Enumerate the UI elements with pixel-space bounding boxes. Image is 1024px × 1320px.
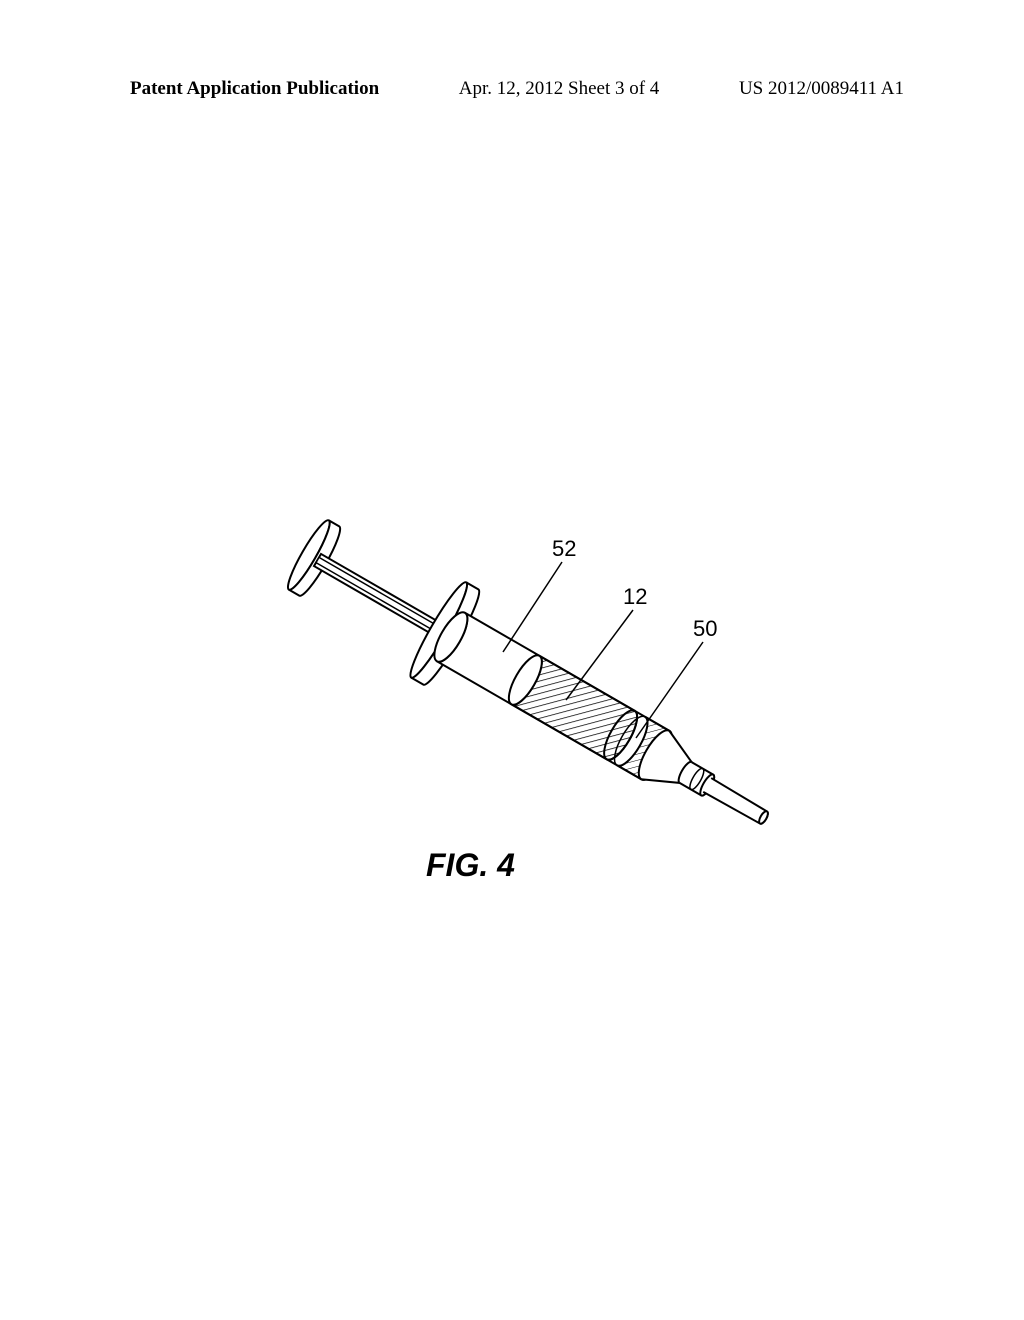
page-header: Patent Application Publication Apr. 12, … [0, 78, 1024, 100]
figure-4-container: FIG. 4 [240, 510, 880, 890]
header-date-sheet: Apr. 12, 2012 Sheet 3 of 4 [459, 78, 660, 100]
annotation-50: 50 [693, 616, 717, 642]
header-patent-number: US 2012/0089411 A1 [739, 78, 904, 100]
header-publication: Patent Application Publication [130, 78, 379, 100]
annotation-52: 52 [552, 536, 576, 562]
annotation-12: 12 [623, 584, 647, 610]
syringe-figure-svg [240, 510, 880, 890]
figure-4-label: FIG. 4 [426, 847, 515, 884]
